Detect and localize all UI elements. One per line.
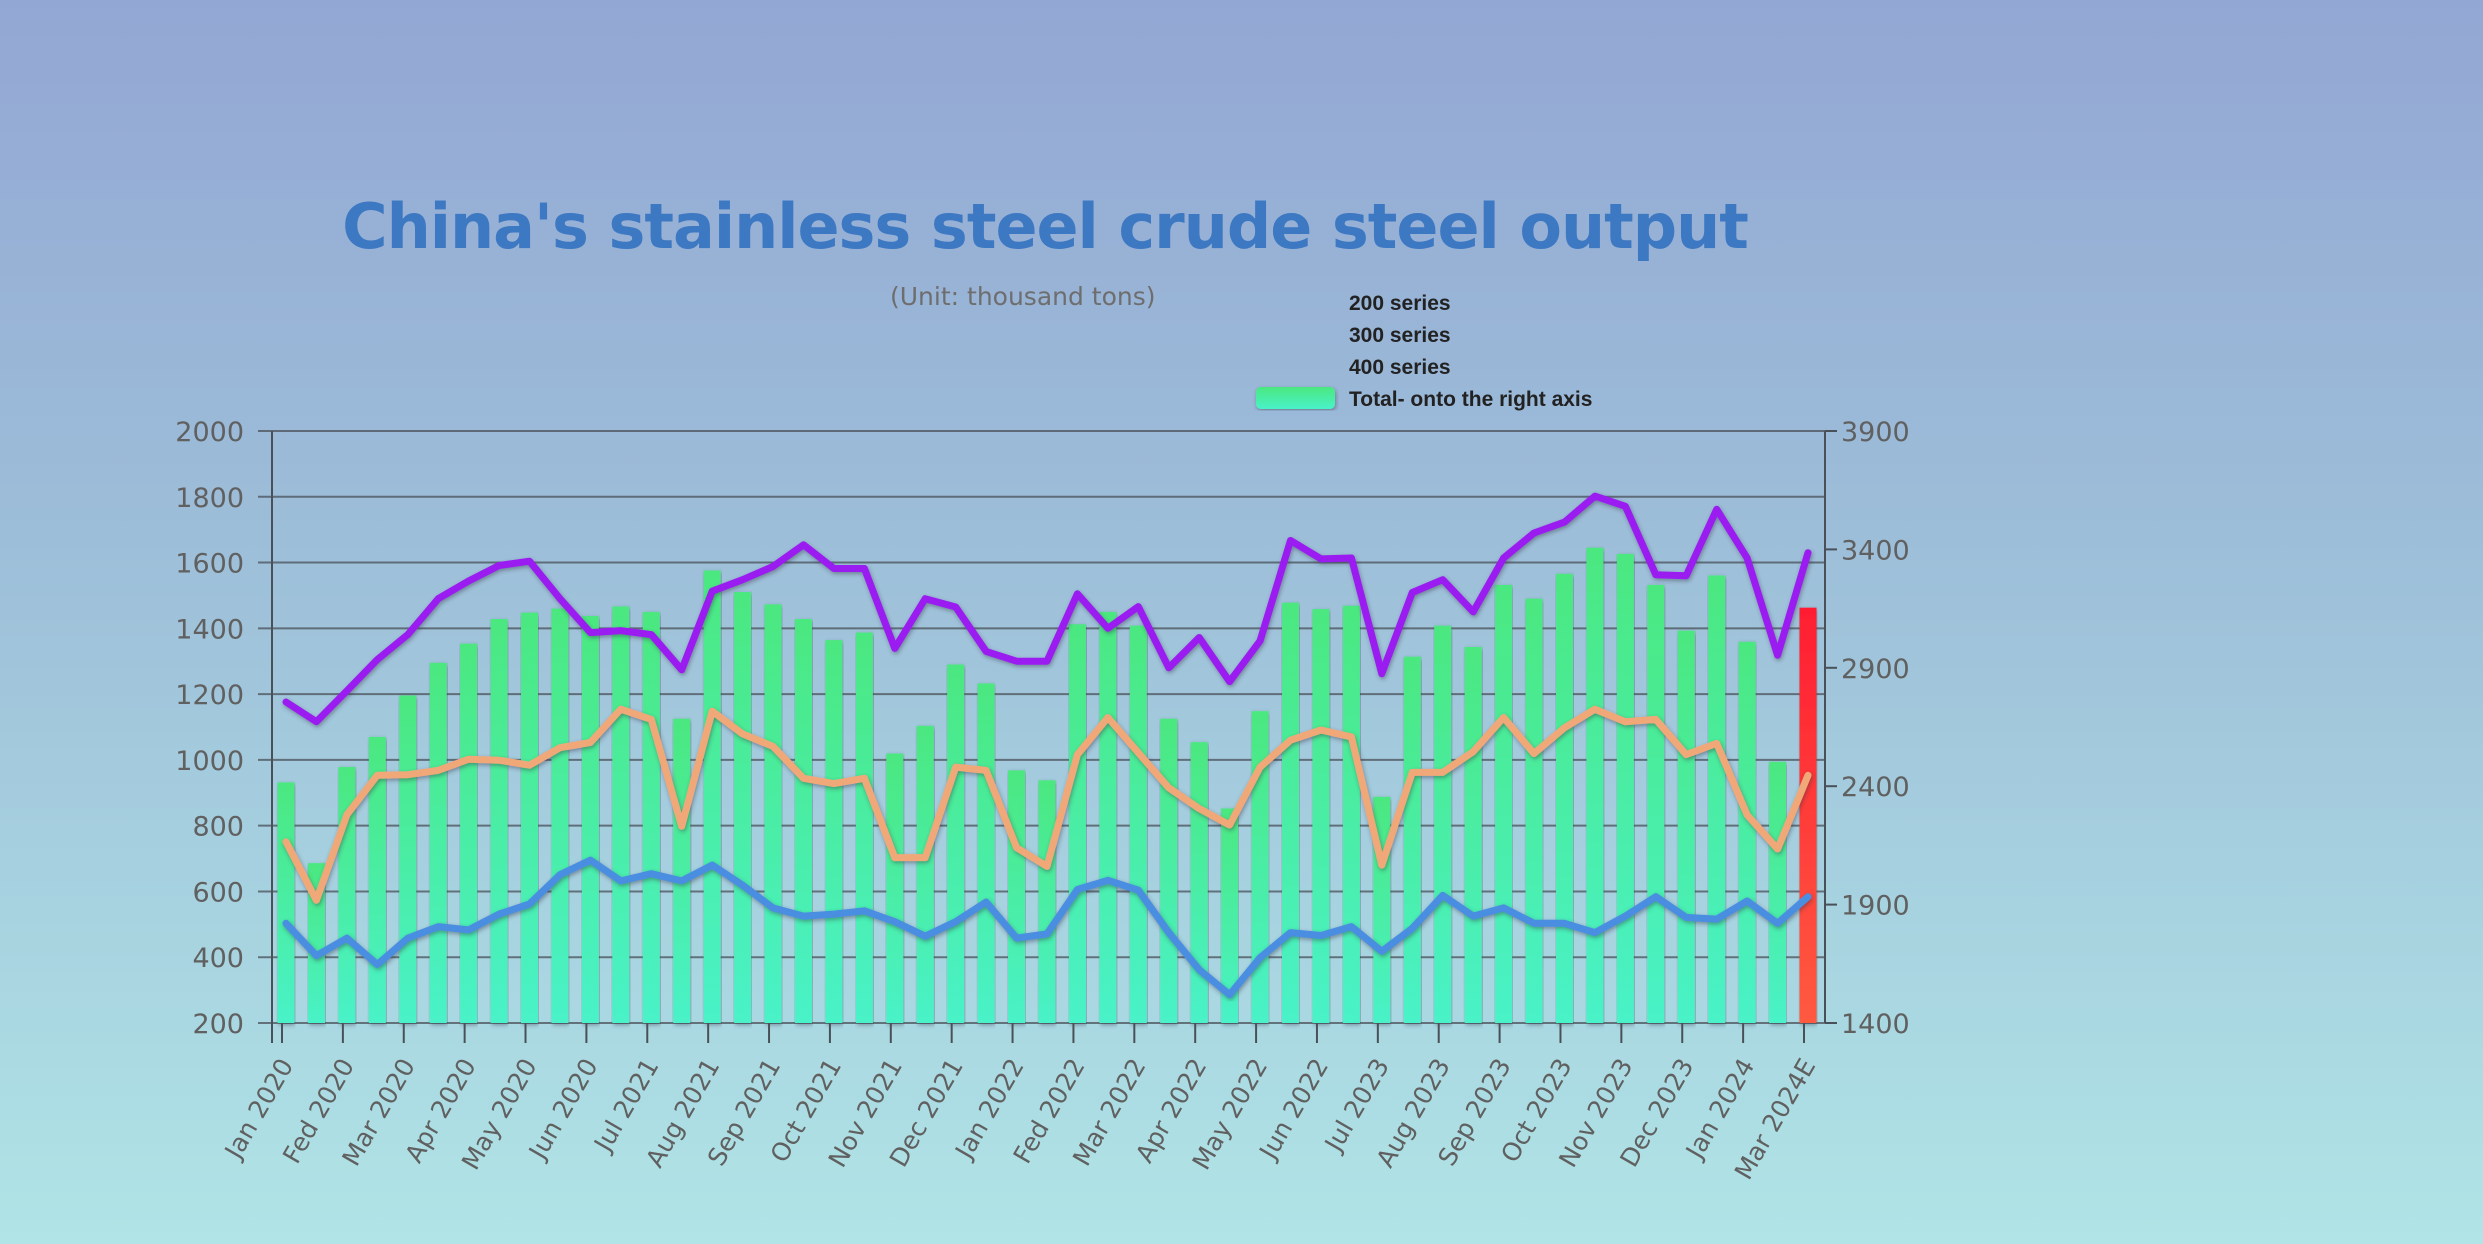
bar [521, 612, 539, 1023]
bar [673, 718, 691, 1023]
bar [460, 643, 478, 1023]
bar [307, 863, 325, 1023]
legend-swatch-total [1256, 387, 1335, 409]
bar [1616, 553, 1634, 1023]
bar [1221, 808, 1239, 1023]
right-tick-label: 3400 [1841, 535, 1910, 566]
line-400-series [282, 856, 1812, 999]
bar [977, 683, 995, 1023]
bar [1464, 646, 1482, 1023]
bar [429, 662, 447, 1023]
bar [1677, 630, 1695, 1023]
right-tick-label: 3900 [1841, 417, 1910, 448]
left-tick-label: 1000 [175, 746, 244, 777]
chart-subtitle: (Unit: thousand tons) [890, 282, 1156, 311]
bar [1342, 605, 1360, 1023]
bar [1312, 609, 1330, 1023]
line-200-series [282, 705, 1812, 904]
bar [642, 611, 660, 1023]
bar [490, 619, 508, 1023]
bar [581, 615, 599, 1023]
legend-label: 400 series [1349, 356, 1451, 379]
bar [368, 736, 386, 1023]
bar [703, 570, 721, 1023]
bar [1555, 573, 1573, 1023]
bar [399, 695, 417, 1023]
bar [1647, 584, 1665, 1023]
left-tick-label: 1800 [175, 483, 244, 514]
bar [794, 619, 812, 1023]
bar [612, 606, 630, 1023]
bar-estimate [1799, 607, 1817, 1023]
bar [855, 632, 873, 1023]
bar [1525, 598, 1543, 1023]
chart-title: China's stainless steel crude steel outp… [342, 190, 1749, 263]
bar [1586, 547, 1604, 1023]
bar [1099, 611, 1117, 1023]
bar [916, 725, 934, 1023]
bar [1434, 625, 1452, 1023]
bar [1160, 718, 1178, 1023]
bar [825, 640, 843, 1023]
right-tick-label: 1400 [1841, 1009, 1910, 1040]
left-tick-label: 1600 [175, 549, 244, 580]
bar [1038, 780, 1056, 1023]
legend-label: 300 series [1349, 324, 1451, 347]
bar [277, 782, 295, 1023]
bar [734, 592, 752, 1023]
line-300-series [282, 492, 1812, 726]
bar [1708, 575, 1726, 1023]
left-tick-label: 1400 [175, 614, 244, 645]
bar [1251, 711, 1269, 1023]
legend: 200 series 300 series 400 series Total- ont… [1256, 292, 1592, 411]
bar [1068, 624, 1086, 1023]
bar [1129, 625, 1147, 1023]
series-lines [282, 492, 1812, 999]
right-tick-label: 2400 [1841, 772, 1910, 803]
bars [277, 547, 1817, 1023]
left-tick-label: 400 [192, 943, 244, 974]
left-tick-label: 600 [192, 877, 244, 908]
legend-label: 200 series [1349, 292, 1451, 315]
left-tick-label: 200 [192, 1009, 244, 1040]
bar [1403, 656, 1421, 1023]
right-tick-label: 2900 [1841, 654, 1910, 685]
bar [947, 664, 965, 1023]
left-tick-label: 800 [192, 812, 244, 843]
bar [886, 753, 904, 1023]
bar [1190, 742, 1208, 1023]
bar [1738, 641, 1756, 1023]
bar [1769, 761, 1787, 1023]
left-tick-label: 2000 [175, 417, 244, 448]
bar [1282, 602, 1300, 1023]
right-tick-label: 1900 [1841, 891, 1910, 922]
left-tick-label: 1200 [175, 680, 244, 711]
bar [1008, 770, 1026, 1023]
bar [764, 604, 782, 1023]
bar [551, 608, 569, 1023]
legend-label: Total- onto the right axis [1349, 388, 1592, 411]
bar [1495, 584, 1513, 1023]
